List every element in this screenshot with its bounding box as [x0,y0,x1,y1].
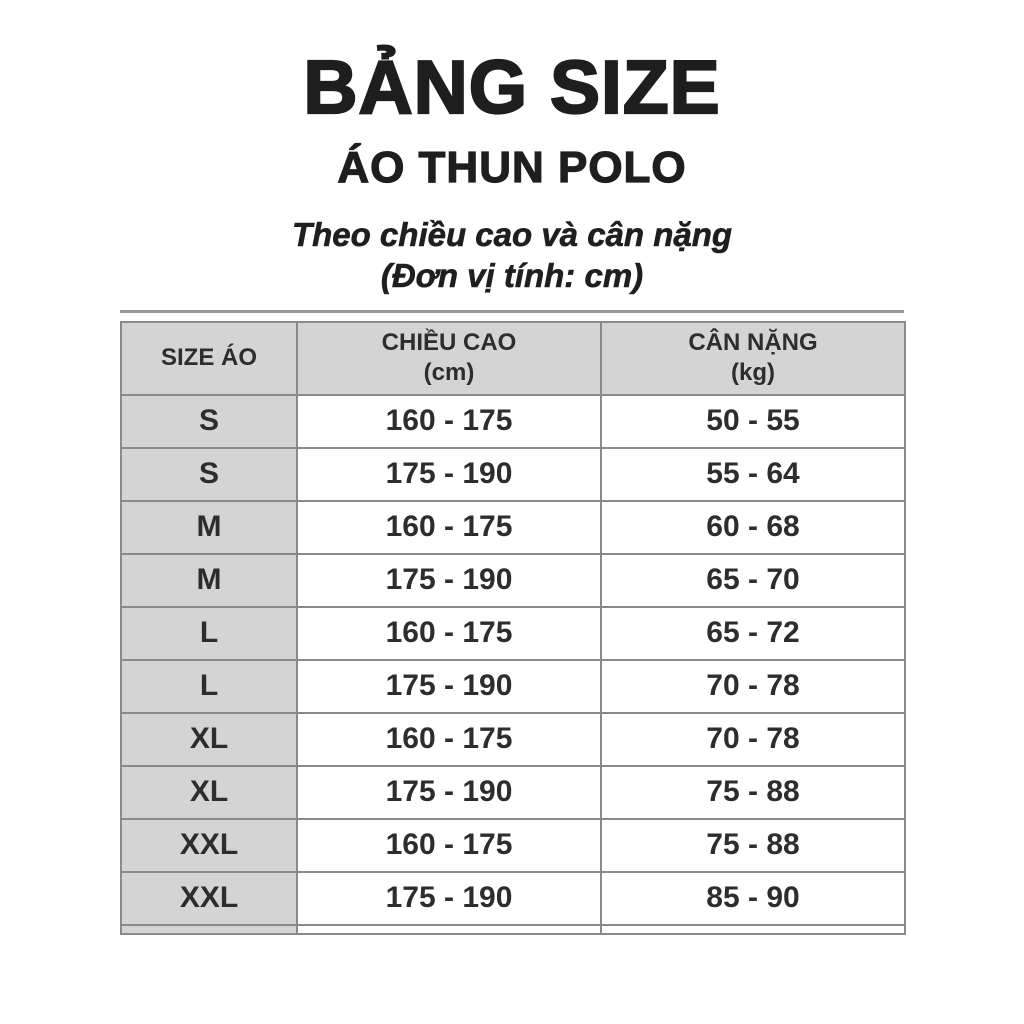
height-cell: 160 - 175 [296,605,602,661]
table-row: XXL 160 - 175 75 - 88 [120,817,906,873]
table-row: S 160 - 175 50 - 55 [120,393,906,449]
header-height: CHIỀU CAO (cm) [296,320,602,396]
weight-cell: 75 - 88 [600,817,906,873]
table-row: XL 160 - 175 70 - 78 [120,711,906,767]
table-row: M 160 - 175 60 - 68 [120,499,906,555]
weight-cell: 75 - 88 [600,764,906,820]
size-table-header: SIZE ÁO CHIỀU CAO (cm) CÂN NẶNG (kg) [120,320,906,396]
size-table: SIZE ÁO CHIỀU CAO (cm) CÂN NẶNG (kg) S 16… [120,320,906,935]
size-cell: L [120,605,298,661]
weight-cell: 60 - 68 [600,499,906,555]
size-cell: XL [120,764,298,820]
weight-cell: 65 - 72 [600,605,906,661]
weight-cell: 70 - 78 [600,711,906,767]
size-table-body: S 160 - 175 50 - 55 S 175 - 190 55 - 64 M 160 -… [120,393,906,926]
size-cell: M [120,499,298,555]
height-cell: 175 - 190 [296,446,602,502]
weight-cell: 55 - 64 [600,446,906,502]
header-weight: CÂN NẶNG (kg) [600,320,906,396]
table-row: L 160 - 175 65 - 72 [120,605,906,661]
table-top-rule [120,309,904,313]
header-weight-sub: (kg) [731,359,775,387]
height-cell: 160 - 175 [296,499,602,555]
height-cell: 175 - 190 [296,764,602,820]
size-cell: L [120,658,298,714]
table-row: L 175 - 190 70 - 78 [120,658,906,714]
size-table-cutoff-row [120,923,906,935]
weight-cell: 65 - 70 [600,552,906,608]
page-subtitle: ÁO THUN POLO [337,142,687,192]
cutoff-height-cell [296,923,602,935]
size-cell: XXL [120,817,298,873]
height-cell: 175 - 190 [296,658,602,714]
header-row: SIZE ÁO CHIỀU CAO (cm) CÂN NẶNG (kg) [120,320,906,396]
table-row: M 175 - 190 65 - 70 [120,552,906,608]
size-cell: M [120,552,298,608]
cutoff-weight-cell [600,923,906,935]
size-cell: S [120,446,298,502]
height-cell: 160 - 175 [296,393,602,449]
header-size: SIZE ÁO [120,320,298,396]
size-cell: S [120,393,298,449]
size-cell: XL [120,711,298,767]
tagline: Theo chiều cao và cân nặng [291,216,733,254]
table-row: XL 175 - 190 75 - 88 [120,764,906,820]
height-cell: 160 - 175 [296,711,602,767]
table-row: XXL 175 - 190 85 - 90 [120,870,906,926]
header-height-label: CHIỀU CAO [381,329,517,357]
weight-cell: 50 - 55 [600,393,906,449]
header-size-label: SIZE ÁO [160,344,257,372]
weight-cell: 85 - 90 [600,870,906,926]
unit-note: (Đơn vị tính: cm) [380,257,644,295]
height-cell: 175 - 190 [296,552,602,608]
cutoff-row [120,923,906,935]
height-cell: 160 - 175 [296,817,602,873]
weight-cell: 70 - 78 [600,658,906,714]
header-height-sub: (cm) [423,359,475,387]
table-row: S 175 - 190 55 - 64 [120,446,906,502]
height-cell: 175 - 190 [296,870,602,926]
page-title: BẢNG SIZE [302,45,721,129]
header-weight-label: CÂN NẶNG [688,329,818,357]
size-table-area: SIZE ÁO CHIỀU CAO (cm) CÂN NẶNG (kg) S 16… [120,309,906,935]
size-cell: XXL [120,870,298,926]
cutoff-size-cell [120,923,298,935]
